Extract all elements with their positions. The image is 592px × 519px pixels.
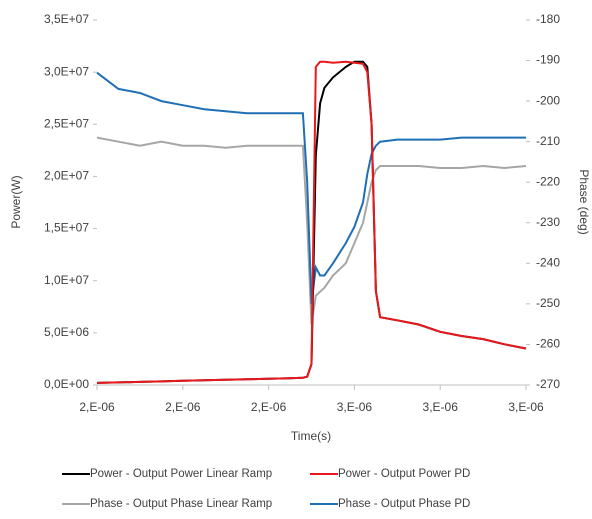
x-tick-label: 2,E-06 [251,400,287,414]
x-tick-label: 3,E-06 [337,400,373,414]
y-tick-label: 3,5E+07 [44,12,89,26]
series-line [96,136,527,325]
y2-tick-label: -270 [536,377,560,391]
x-axis-title: Time(s) [291,429,331,443]
y2-tick-label: -190 [536,53,560,67]
x-tick-label: 3,E-06 [508,400,544,414]
x-tick-label: 3,E-06 [423,400,459,414]
y-tick-label: 3,0E+07 [44,64,89,78]
x-tick-label: 2,E-06 [165,400,201,414]
y-axis-title: Power(W) [9,175,23,228]
legend-label: Power - Output Power Linear Ramp [90,468,272,480]
y-tick-label: 2,5E+07 [44,116,89,130]
y2-tick-label: -180 [536,12,560,26]
y2-tick-label: -240 [536,256,560,270]
series-line [96,60,527,384]
x-tick-label: 2,E-06 [79,400,115,414]
legend-label: Power - Output Power PD [338,468,470,480]
legend-label: Phase - Output Phase PD [338,498,470,510]
y-tick-label: 1,5E+07 [44,221,89,235]
y2-tick-label: -260 [536,337,560,351]
y-tick-label: 5,0E+06 [44,325,89,339]
y2-tick-label: -200 [536,93,560,107]
y2-tick-label: -250 [536,296,560,310]
y2-axis-title: Phase (deg) [577,169,591,234]
legend-label: Phase - Output Phase Linear Ramp [90,498,272,510]
y-tick-label: 0,0E+00 [44,377,89,391]
y2-tick-label: -230 [536,215,560,229]
y-tick-label: 2,0E+07 [44,169,89,183]
y2-tick-label: -210 [536,134,560,148]
y2-tick-label: -220 [536,174,560,188]
y-tick-label: 1,0E+07 [44,273,89,287]
series-line [96,71,526,305]
